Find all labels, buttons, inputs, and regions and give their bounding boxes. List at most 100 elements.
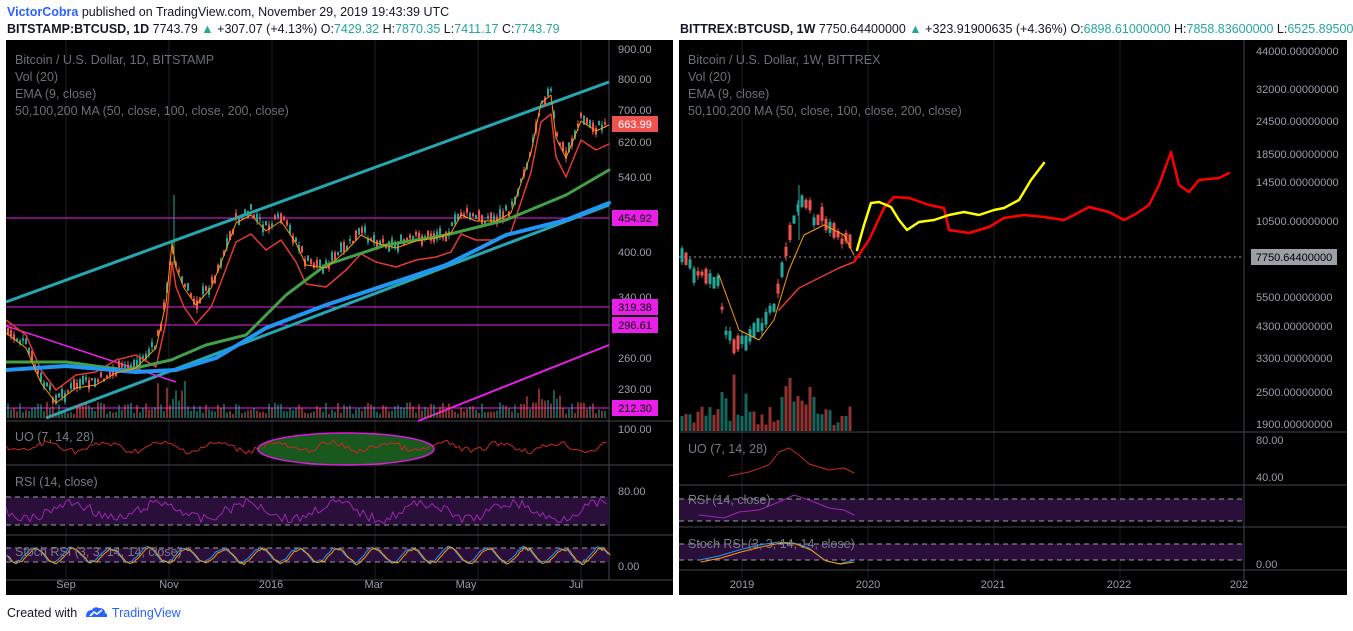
candle-body <box>307 255 309 262</box>
candle-body <box>583 115 585 125</box>
candle-body <box>490 212 492 222</box>
volume-bar <box>241 413 243 418</box>
volume-bar <box>448 403 450 418</box>
left-symbol-info: BITSTAMP:BTCUSD, 1D 7743.79 ▲ +307.07 (+… <box>7 22 560 36</box>
candle-body <box>472 213 474 217</box>
volume-bar <box>103 403 105 418</box>
author-link[interactable]: VictorCobra <box>7 5 79 19</box>
candle-body <box>680 248 684 263</box>
volume-bar <box>94 410 96 418</box>
volume-bar <box>487 411 489 418</box>
candle-body <box>46 382 48 387</box>
candle-body <box>61 389 63 398</box>
candle-body <box>52 398 54 403</box>
tradingview-link[interactable]: TradingView <box>111 606 181 620</box>
price-tick-label: 18500.00000000 <box>1256 149 1339 161</box>
candle-body <box>792 215 796 224</box>
left-symbol[interactable]: BITSTAMP:BTCUSD, 1D <box>7 22 150 36</box>
candle-body <box>712 276 716 289</box>
volume-bar <box>7 403 9 418</box>
left-chart-canvas[interactable]: 900.00800.00700.00620.00540.00400.00340.… <box>6 40 673 595</box>
time-tick-label: 2022 <box>1107 579 1131 591</box>
volume-bar <box>28 410 30 418</box>
candle-body <box>265 220 267 226</box>
candle-body <box>451 222 453 227</box>
candle-body <box>796 204 800 212</box>
right-overlay-ema: EMA (9, close) <box>688 87 770 101</box>
volume-bar <box>460 407 462 418</box>
rsi-tick-label: 80.00 <box>618 486 646 498</box>
volume-bar <box>780 396 784 431</box>
volume-bar <box>824 409 828 431</box>
candle-body <box>728 330 732 341</box>
candle-body <box>322 265 324 274</box>
candle-body <box>136 360 138 368</box>
volume-bar <box>259 412 261 418</box>
candle-body <box>716 275 720 286</box>
volume-bar <box>391 410 393 418</box>
candle-body <box>139 356 141 367</box>
candle-body <box>214 276 216 284</box>
volume-bar <box>328 413 330 418</box>
volume-bar <box>574 412 576 418</box>
level-tag-text: 212.30 <box>618 403 652 415</box>
volume-bar <box>379 413 381 418</box>
volume-bar <box>31 408 33 418</box>
price-tick-label: 400.00 <box>618 247 652 259</box>
left-close-label: C: <box>501 22 515 36</box>
volume-bar <box>412 406 414 418</box>
volume-bar <box>415 412 417 418</box>
volume-bar <box>280 404 282 418</box>
volume-bar <box>67 413 69 418</box>
volume-bar <box>820 414 824 431</box>
candle-body <box>708 273 712 284</box>
volume-bar <box>208 409 210 418</box>
volume-bar <box>535 402 537 418</box>
volume-bar <box>848 406 852 431</box>
volume-bar <box>409 402 411 418</box>
left-chart-panel[interactable]: 900.00 800.00 700.00 620.00 540.00 400.00 340.… <box>6 40 673 595</box>
candle-body <box>788 224 792 240</box>
candle-body <box>244 209 246 216</box>
candle-body <box>226 238 228 248</box>
volume-bar <box>175 390 177 418</box>
volume-bar <box>109 411 111 418</box>
right-chart-panel[interactable]: 44000.00000000 32000.00000000 24500.000000… <box>679 40 1347 595</box>
volume-bar <box>373 406 375 418</box>
right-chart-canvas[interactable]: 44000.00000000 32000.00000000 24500.000000… <box>679 40 1347 595</box>
volume-bar <box>286 411 288 418</box>
time-tick-label: 2019 <box>730 579 754 591</box>
price-tick-label: 10500.00000000 <box>1256 216 1339 228</box>
volume-bar <box>382 405 384 418</box>
volume-bar <box>680 416 684 431</box>
volume-bar <box>808 386 812 431</box>
volume-bar <box>130 402 132 418</box>
price-tick-label: 3300.00000000 <box>1256 353 1332 365</box>
volume-bar <box>199 406 201 418</box>
volume-bar <box>325 402 327 418</box>
volume-bar <box>154 407 156 418</box>
candle-body <box>184 283 186 288</box>
right-symbol[interactable]: BITTREX:BTCUSD, 1W <box>680 22 816 36</box>
volume-bar <box>571 403 573 418</box>
volume-bar <box>589 406 591 418</box>
candle-body <box>529 152 531 157</box>
candle-body <box>190 293 192 298</box>
volume-bar <box>79 403 81 418</box>
candle-body <box>274 215 276 220</box>
volume-bar <box>517 412 519 418</box>
volume-bar <box>118 404 120 418</box>
candle-body <box>247 210 249 219</box>
candle-body <box>704 268 708 284</box>
volume-bar <box>744 393 748 431</box>
volume-bar <box>508 408 510 418</box>
candle-body <box>604 121 606 125</box>
volume-bar <box>262 411 264 418</box>
candle-body <box>118 360 120 370</box>
up-arrow-icon: ▲ <box>201 22 214 36</box>
volume-bar <box>151 408 153 418</box>
volume-bar <box>370 404 372 418</box>
volume-bar <box>181 390 183 418</box>
volume-bar <box>358 407 360 418</box>
volume-bar <box>364 406 366 418</box>
